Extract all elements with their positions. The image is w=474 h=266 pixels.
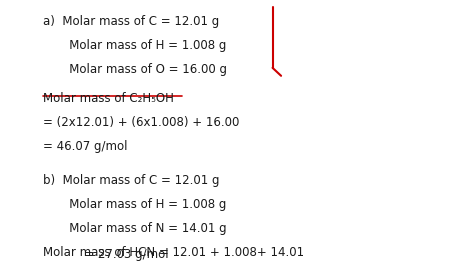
Text: Molar mass of C₂H₅OH: Molar mass of C₂H₅OH bbox=[43, 92, 173, 105]
Text: = 27.03 g/mol: = 27.03 g/mol bbox=[43, 248, 168, 261]
Text: Molar mass of H = 1.008 g: Molar mass of H = 1.008 g bbox=[43, 198, 226, 211]
Text: Molar mass of O = 16.00 g: Molar mass of O = 16.00 g bbox=[43, 63, 227, 76]
Text: Molar mass of HCN = 12.01 + 1.008+ 14.01: Molar mass of HCN = 12.01 + 1.008+ 14.01 bbox=[43, 246, 304, 259]
Text: b)  Molar mass of C = 12.01 g: b) Molar mass of C = 12.01 g bbox=[43, 174, 219, 187]
Text: Molar mass of H = 1.008 g: Molar mass of H = 1.008 g bbox=[43, 39, 226, 52]
Text: = (2x12.01) + (6x1.008) + 16.00: = (2x12.01) + (6x1.008) + 16.00 bbox=[43, 116, 239, 129]
Text: = 46.07 g/mol: = 46.07 g/mol bbox=[43, 140, 127, 153]
Text: a)  Molar mass of C = 12.01 g: a) Molar mass of C = 12.01 g bbox=[43, 15, 219, 28]
Text: Molar mass of N = 14.01 g: Molar mass of N = 14.01 g bbox=[43, 222, 226, 235]
